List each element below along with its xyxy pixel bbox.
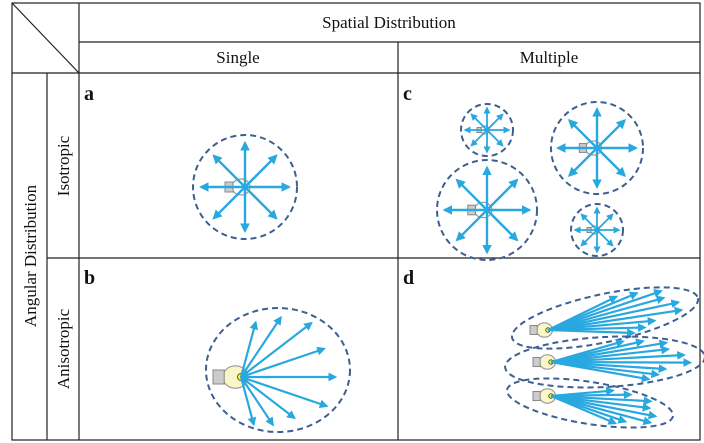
arrow [240,376,274,427]
row-label: Anisotropic [54,308,73,389]
bulb-base [532,391,541,401]
arrow [550,394,653,406]
arrow [455,209,488,242]
arrow [240,315,282,378]
arrow [547,306,684,332]
arrow [550,339,669,364]
row-label: Isotropic [54,135,73,196]
arrow [596,118,627,149]
arrow [547,289,663,332]
arrow [550,345,671,364]
arrow [470,129,488,147]
arrow [470,113,488,131]
panel-label: a [84,83,94,105]
bulb-base [212,369,225,385]
arrow [567,118,598,149]
arrow [486,113,504,131]
arrow [550,394,653,426]
dashed-boundary [192,134,298,240]
arrow [567,147,598,178]
illustrations [192,101,704,433]
arrow [550,360,651,383]
arrow [240,346,326,379]
arrow [547,328,636,338]
arrow [580,229,598,247]
arrow [240,321,313,378]
arrow [244,154,278,188]
arrow [239,320,259,378]
dashed-boundary [505,377,675,429]
table-border [11,2,701,441]
panel-label: b [84,267,95,289]
arrow [596,213,614,231]
arrow [486,209,519,242]
arrow [486,129,504,147]
arrow [547,295,666,332]
arrow [244,186,278,220]
diagonal [11,2,80,74]
arrow [212,186,246,220]
column-label: Single [216,48,259,67]
arrow [239,376,257,427]
arrow [240,375,329,409]
row-title: Angular Distribution [21,184,40,327]
column-label: Multiple [520,48,579,67]
dashed-boundary [460,103,514,157]
panel-label: d [403,267,414,289]
arrow [580,213,598,231]
bulb-base [532,357,541,367]
arrow [212,154,246,188]
arrow [240,376,296,420]
arrow [550,394,652,412]
arrow [596,229,614,247]
arrow [550,394,618,425]
dashed-boundary [436,159,538,261]
header-title: Spatial Distribution [322,13,456,32]
dashed-boundary [510,286,700,350]
panel-label: c [403,83,412,105]
arrow [547,299,681,332]
dashed-boundary [504,335,704,389]
dashed-boundary [570,203,624,257]
bulb-base [529,325,538,335]
arrow [455,178,488,211]
arrow [550,394,658,420]
arrow [486,178,519,211]
arrow [550,350,686,364]
arrow [596,147,627,178]
arrow [550,358,693,367]
dashed-boundary [550,101,644,195]
dashed-boundary [205,307,351,433]
